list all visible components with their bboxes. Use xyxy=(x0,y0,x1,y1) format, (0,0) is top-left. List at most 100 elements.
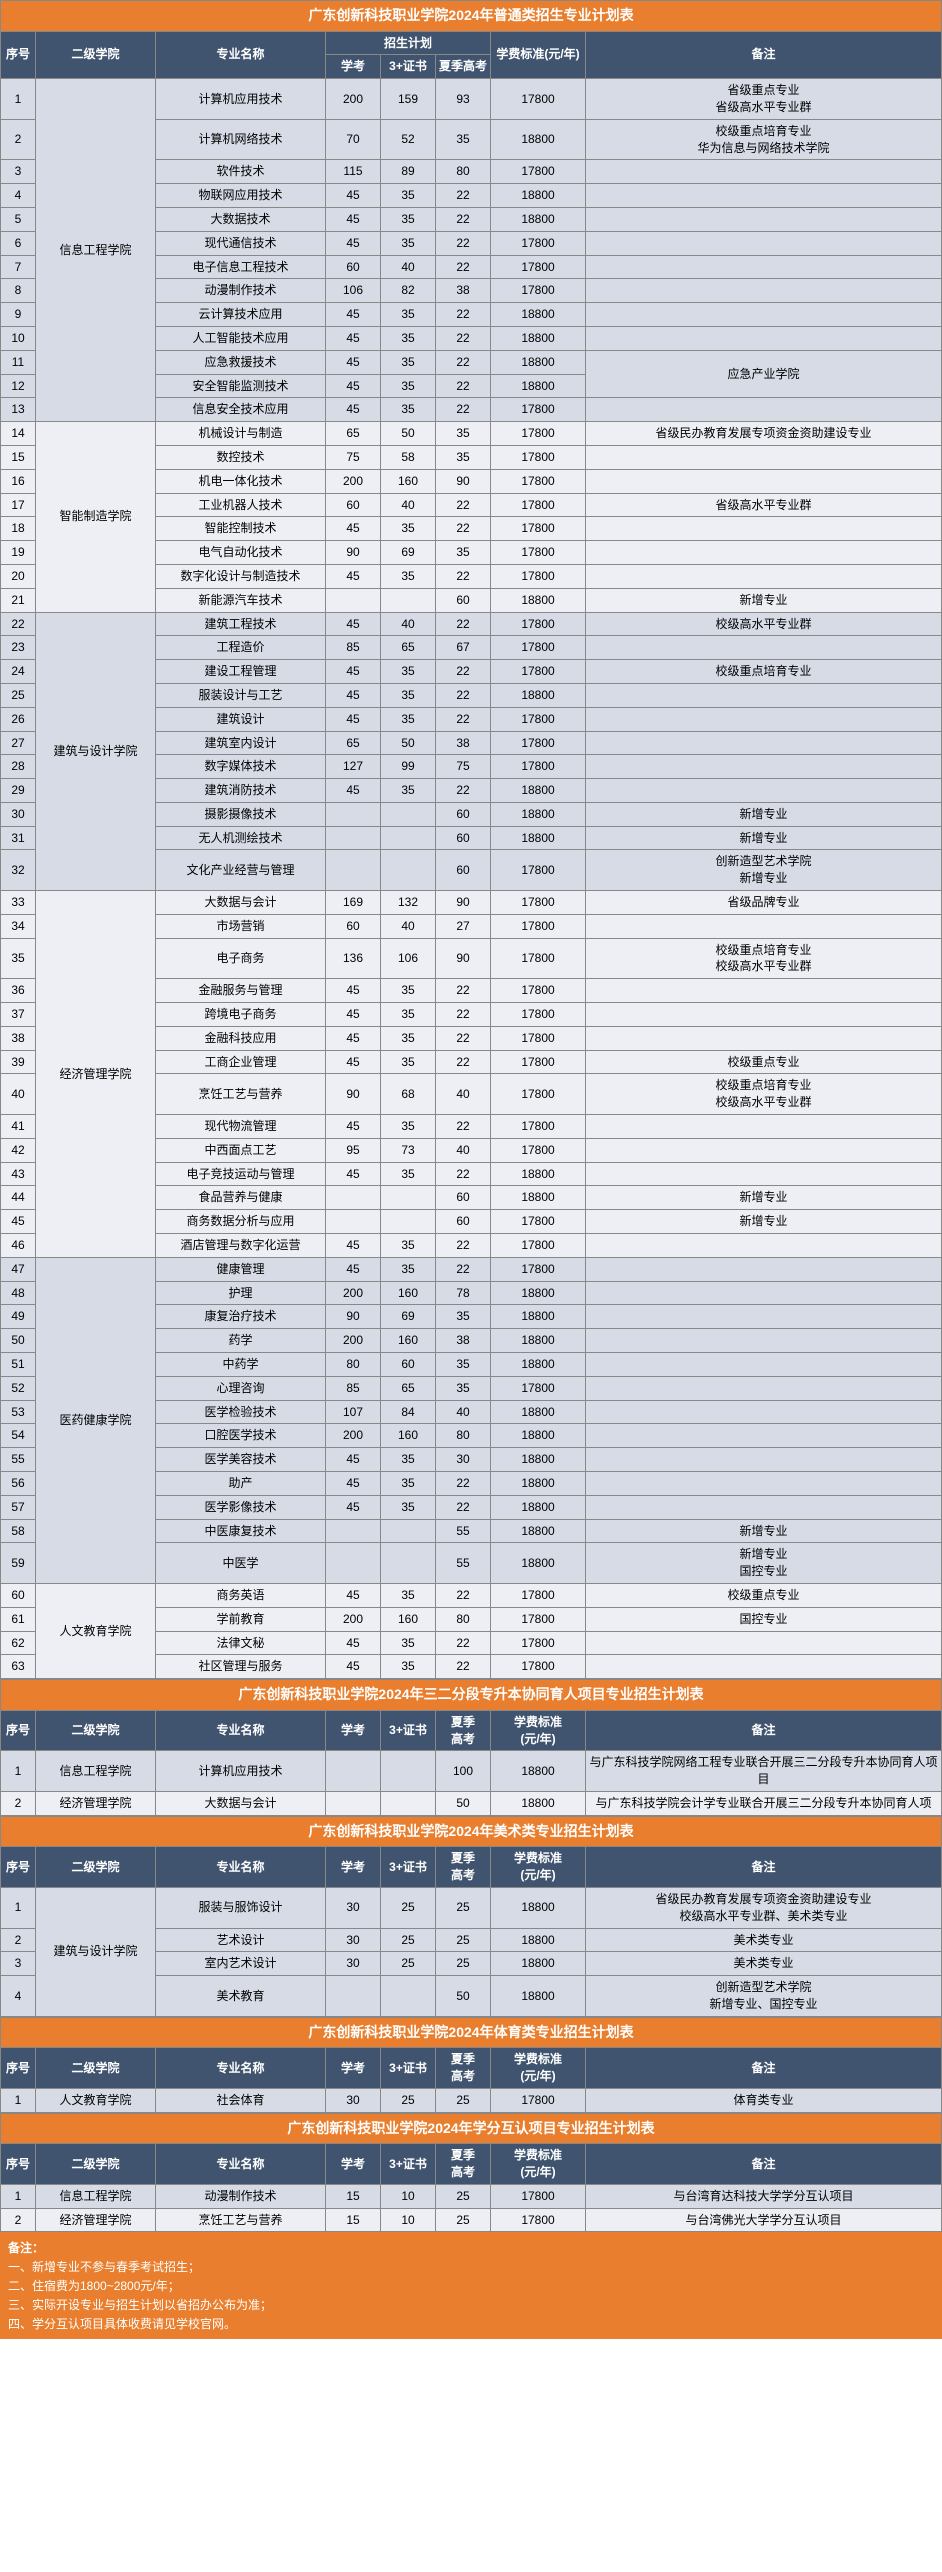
cell-p3: 60 xyxy=(436,588,491,612)
cell-p1: 45 xyxy=(326,612,381,636)
cell-fee: 18800 xyxy=(491,802,586,826)
cell-p1: 45 xyxy=(326,231,381,255)
cell-major: 服装设计与工艺 xyxy=(156,683,326,707)
col-p1: 学考 xyxy=(326,1710,381,1751)
cell-seq: 8 xyxy=(1,279,36,303)
cell-major: 物联网应用技术 xyxy=(156,184,326,208)
cell-p3: 22 xyxy=(436,612,491,636)
cell-major: 美术教育 xyxy=(156,1976,326,2017)
cell-fee: 17800 xyxy=(491,160,586,184)
table-title: 广东创新科技职业学院2024年普通类招生专业计划表 xyxy=(1,1,942,32)
cell-p1: 15 xyxy=(326,2208,381,2232)
cell-fee: 18800 xyxy=(491,184,586,208)
cell-p3: 38 xyxy=(436,1329,491,1353)
col-p3: 夏季高考 xyxy=(436,1710,491,1751)
cell-remark xyxy=(586,1003,942,1027)
cell-p1: 200 xyxy=(326,469,381,493)
cell-p3: 22 xyxy=(436,398,491,422)
cell-p2: 35 xyxy=(381,660,436,684)
cell-p3: 22 xyxy=(436,374,491,398)
col-seq: 序号 xyxy=(1,2048,36,2089)
cell-dept: 信息工程学院 xyxy=(36,79,156,422)
cell-fee: 18800 xyxy=(491,1519,586,1543)
cell-seq: 1 xyxy=(1,1751,36,1792)
cell-remark xyxy=(586,979,942,1003)
cell-major: 商务英语 xyxy=(156,1583,326,1607)
cell-remark: 新增专业 xyxy=(586,1210,942,1234)
cell-p1 xyxy=(326,1186,381,1210)
col-major: 专业名称 xyxy=(156,31,326,79)
cell-fee: 18800 xyxy=(491,1353,586,1377)
col-seq: 序号 xyxy=(1,1847,36,1888)
cell-remark xyxy=(586,1162,942,1186)
cell-remark xyxy=(586,1631,942,1655)
cell-remark: 美术类专业 xyxy=(586,1928,942,1952)
col-p1: 学考 xyxy=(326,2144,381,2185)
cell-major: 助产 xyxy=(156,1472,326,1496)
cell-seq: 6 xyxy=(1,231,36,255)
cell-p2: 52 xyxy=(381,119,436,160)
col-p1: 学考 xyxy=(326,2048,381,2089)
notes-line: 二、住宿费为1800~2800元/年； xyxy=(8,2276,934,2295)
cell-major: 社会体育 xyxy=(156,2088,326,2112)
cell-fee: 17800 xyxy=(491,1631,586,1655)
cell-p2: 40 xyxy=(381,914,436,938)
cell-p2: 35 xyxy=(381,326,436,350)
cell-seq: 44 xyxy=(1,1186,36,1210)
cell-p1: 45 xyxy=(326,1631,381,1655)
cell-p1: 45 xyxy=(326,979,381,1003)
col-dept: 二级学院 xyxy=(36,2048,156,2089)
cell-p3: 35 xyxy=(436,1305,491,1329)
cell-fee: 18800 xyxy=(491,1400,586,1424)
cell-p1: 45 xyxy=(326,707,381,731)
cell-fee: 18800 xyxy=(491,374,586,398)
cell-major: 应急救援技术 xyxy=(156,350,326,374)
cell-p2: 35 xyxy=(381,398,436,422)
cell-p2: 40 xyxy=(381,493,436,517)
cell-remark: 与广东科技学院会计学专业联合开展三二分段专升本协同育人项 xyxy=(586,1791,942,1815)
cell-remark xyxy=(586,231,942,255)
cell-remark xyxy=(586,541,942,565)
table-row: 1信息工程学院动漫制作技术15102517800与台湾育达科技大学学分互认项目 xyxy=(1,2184,942,2208)
cell-p3: 38 xyxy=(436,731,491,755)
cell-p3: 22 xyxy=(436,1631,491,1655)
cell-p1: 60 xyxy=(326,493,381,517)
cell-p1: 45 xyxy=(326,660,381,684)
cell-major: 服装与服饰设计 xyxy=(156,1887,326,1928)
cell-seq: 26 xyxy=(1,707,36,731)
cell-p3: 22 xyxy=(436,564,491,588)
cell-remark: 与广东科技学院网络工程专业联合开展三二分段专升本协同育人项目 xyxy=(586,1751,942,1792)
cell-p3: 78 xyxy=(436,1281,491,1305)
tables-container: 广东创新科技职业学院2024年普通类招生专业计划表序号二级学院专业名称招生计划学… xyxy=(0,0,942,2339)
cell-fee: 18800 xyxy=(491,1448,586,1472)
cell-seq: 25 xyxy=(1,683,36,707)
cell-p3: 40 xyxy=(436,1138,491,1162)
cell-fee: 17800 xyxy=(491,231,586,255)
cell-major: 中医学 xyxy=(156,1543,326,1584)
cell-p2 xyxy=(381,850,436,891)
cell-dept: 人文教育学院 xyxy=(36,1583,156,1678)
cell-seq: 63 xyxy=(1,1655,36,1679)
cell-p2: 160 xyxy=(381,1281,436,1305)
cell-p1 xyxy=(326,1519,381,1543)
cell-p2: 160 xyxy=(381,469,436,493)
cell-fee: 18800 xyxy=(491,1329,586,1353)
cell-fee: 17800 xyxy=(491,541,586,565)
cell-remark: 校级重点专业 xyxy=(586,1583,942,1607)
cell-p3: 22 xyxy=(436,207,491,231)
cell-major: 烹饪工艺与营养 xyxy=(156,2208,326,2232)
cell-p2: 35 xyxy=(381,1495,436,1519)
cell-p1: 106 xyxy=(326,279,381,303)
cell-p2: 40 xyxy=(381,255,436,279)
cell-remark xyxy=(586,755,942,779)
cell-p3: 90 xyxy=(436,891,491,915)
col-remark: 备注 xyxy=(586,1710,942,1751)
notes-block: 备注：一、新增专业不参与春季考试招生；二、住宿费为1800~2800元/年；三、… xyxy=(0,2232,942,2339)
table-row: 1信息工程学院计算机应用技术2001599317800省级重点专业省级高水平专业… xyxy=(1,79,942,120)
cell-p1: 30 xyxy=(326,2088,381,2112)
cell-major: 动漫制作技术 xyxy=(156,2184,326,2208)
cell-fee: 18800 xyxy=(491,826,586,850)
cell-seq: 57 xyxy=(1,1495,36,1519)
cell-seq: 24 xyxy=(1,660,36,684)
cell-seq: 62 xyxy=(1,1631,36,1655)
